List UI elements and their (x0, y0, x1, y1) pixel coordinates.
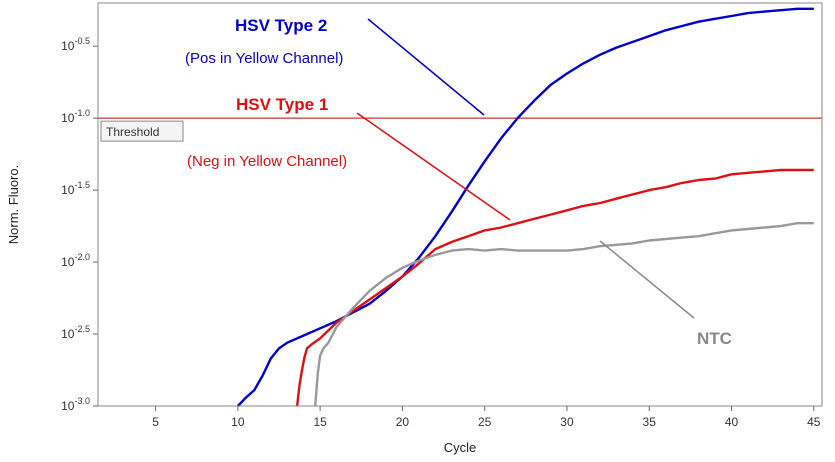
series-hsv-type-2-line (237, 7, 814, 407)
annotation-ntc-leader (599, 240, 695, 319)
annotation-hsv-type-2-leader (367, 18, 485, 116)
x-tick-label-5: 5 (152, 415, 159, 429)
y-tick-label: 10-1.5 (61, 180, 90, 197)
x-tick-label-35: 35 (643, 415, 657, 429)
x-tick-label-15: 15 (313, 415, 327, 429)
annotation-ntc: NTC (697, 329, 732, 348)
x-tick-label-45: 45 (807, 415, 821, 429)
annotation-hsv-type-1-subtitle: (Neg in Yellow Channel) (187, 153, 347, 170)
threshold-label-box (100, 120, 184, 142)
y-tick-label: 10-1.0 (61, 108, 90, 125)
threshold-label: Threshold (106, 125, 159, 139)
y-tick-label: 10-2.5 (61, 324, 90, 341)
x-tick-label-10: 10 (231, 415, 245, 429)
plot-frame (97, 2, 823, 407)
y-axis-title: Norm. Fluoro. (6, 165, 21, 244)
series-ntc-line (314, 221, 814, 407)
annotation-hsv-type-2: HSV Type 2 (235, 16, 327, 35)
y-tick-label: 10-0.5 (61, 36, 90, 53)
x-tick-label-25: 25 (478, 415, 492, 429)
x-tick-label-30: 30 (560, 415, 574, 429)
x-tick-label-20: 20 (396, 415, 410, 429)
y-tick-label: 10-2.0 (61, 252, 90, 269)
annotation-hsv-type-1: HSV Type 1 (236, 95, 328, 114)
series-hsv-type-1-line (295, 168, 814, 407)
x-axis-title: Cycle (444, 440, 477, 455)
annotation-hsv-type-1-leader (356, 112, 511, 221)
y-tick-label: 10-3.0 (61, 396, 90, 413)
annotation-hsv-type-2-subtitle: (Pos in Yellow Channel) (185, 50, 343, 67)
x-tick-label-40: 40 (725, 415, 739, 429)
